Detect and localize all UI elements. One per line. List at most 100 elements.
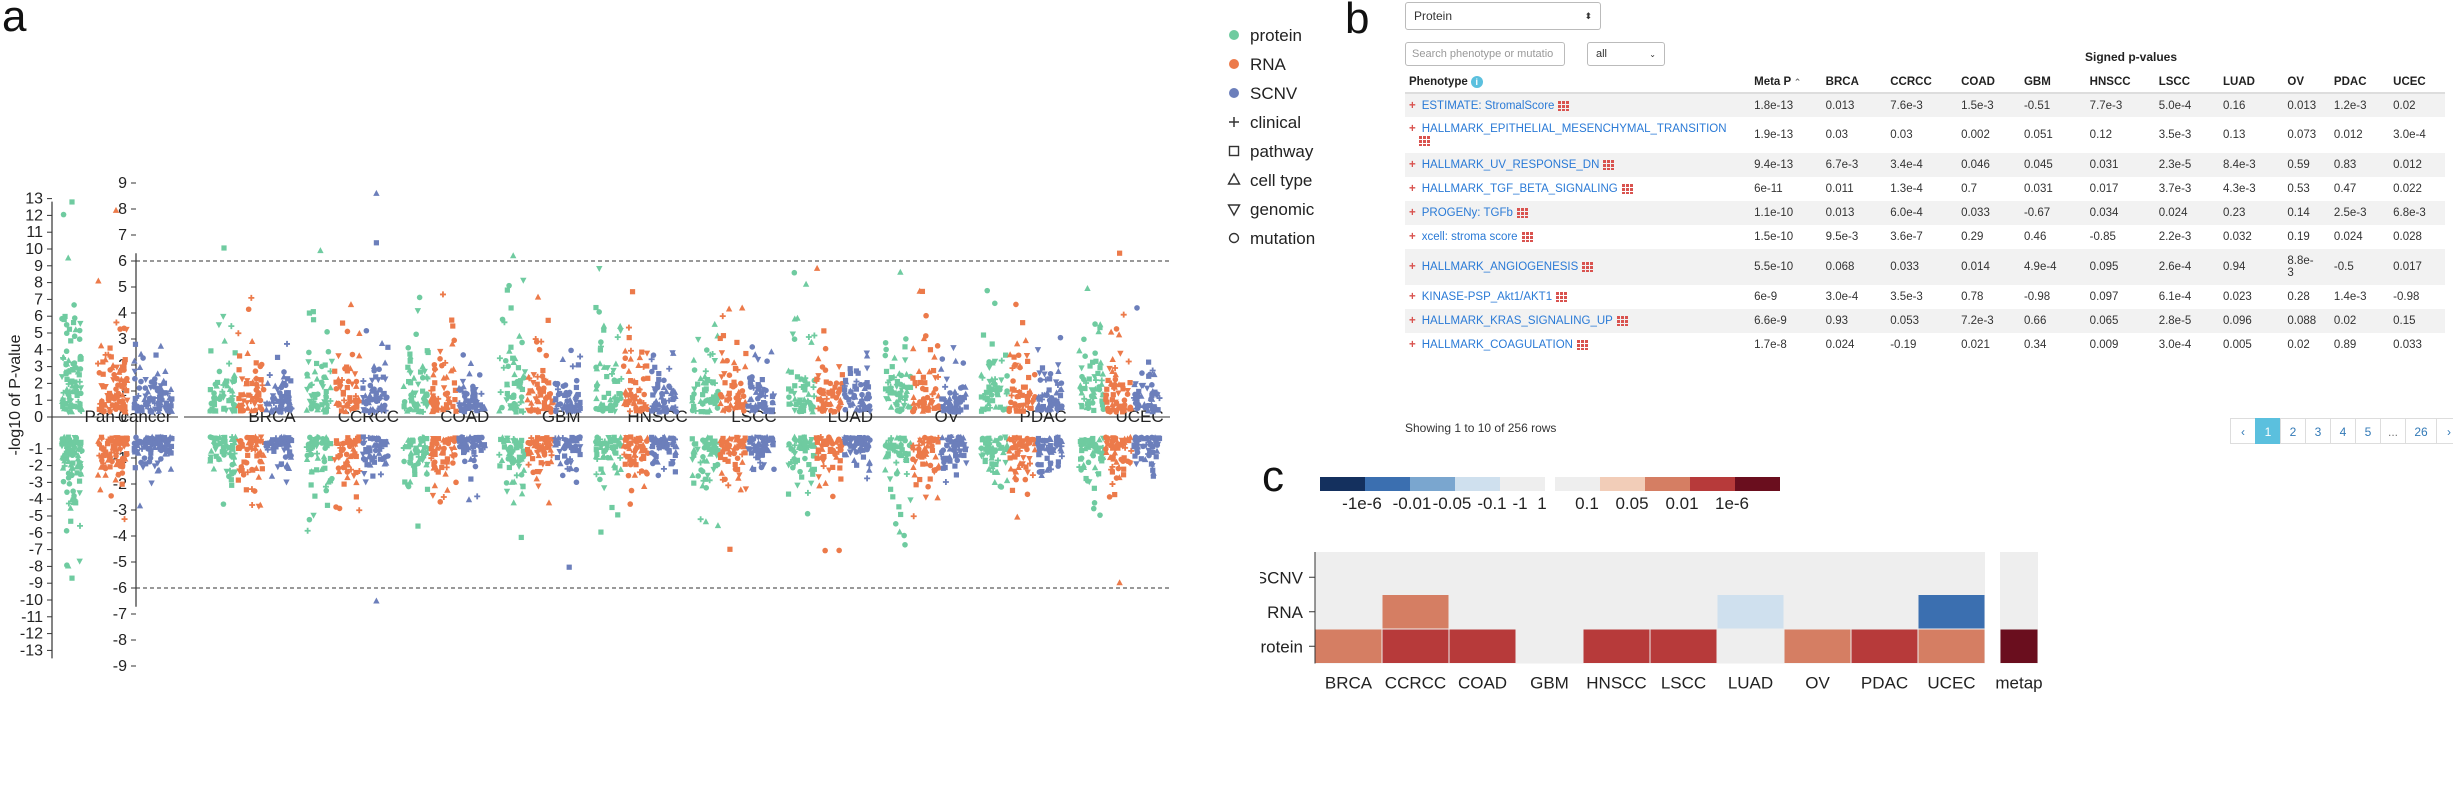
expand-icon[interactable]: + [1409, 123, 1416, 136]
filter-dropdown[interactable]: all ⌄ [1587, 42, 1665, 66]
table-row[interactable]: + HALLMARK_KRAS_SIGNALING_UP 6.6e-9 0.93 0.0… [1405, 309, 2445, 334]
prev-page-button[interactable]: ‹ [2230, 418, 2256, 444]
column-header-brca[interactable]: BRCA [1821, 72, 1887, 95]
column-header-pdac[interactable]: PDAC [2329, 72, 2390, 95]
expand-icon[interactable]: + [1409, 291, 1416, 304]
page-button[interactable]: 4 [2330, 418, 2356, 444]
data-point [253, 360, 259, 366]
expand-icon[interactable]: + [1409, 183, 1416, 196]
data-point [322, 465, 328, 471]
data-point [1047, 376, 1053, 382]
table-row[interactable]: + HALLMARK_EPITHELIAL_MESENCHYMAL_TRANSIT… [1405, 117, 2445, 153]
phenotype-link[interactable]: HALLMARK_COAGULATION [1421, 339, 1573, 352]
next-page-button[interactable]: › [2436, 418, 2453, 444]
search-input[interactable]: Search phenotype or mutatio [1405, 42, 1565, 66]
data-point [577, 405, 583, 412]
data-point [910, 375, 916, 381]
data-point [444, 456, 450, 462]
column-header-luad[interactable]: LUAD [2218, 72, 2284, 95]
phenotype-link[interactable]: HALLMARK_EPITHELIAL_MESENCHYMAL_TRANSITI… [1421, 123, 1727, 136]
data-point [444, 404, 451, 411]
data-point [614, 378, 621, 384]
page-button[interactable]: 2 [2280, 418, 2306, 444]
data-point [864, 435, 871, 441]
sort-icon[interactable]: ⌃ [1791, 77, 1802, 88]
heatmap-grid-icon[interactable] [1558, 100, 1570, 111]
phenotype-link[interactable]: HALLMARK_ANGIOGENESIS [1421, 261, 1579, 274]
page-button[interactable]: 5 [2355, 418, 2381, 444]
column-header-coad[interactable]: COAD [1957, 72, 2020, 95]
table-row[interactable]: + HALLMARK_TGF_BETA_SIGNALING 6e-11 0.011 1.… [1405, 177, 2445, 201]
data-point [377, 471, 384, 478]
data-point [407, 370, 414, 377]
heatmap-grid-icon[interactable] [1556, 292, 1568, 302]
table-row[interactable]: + KINASE-PSP_Akt1/AKT1 6e-9 3.0e-4 3.5e-3 0.7… [1405, 285, 2445, 309]
table-row[interactable]: + xcell: stroma score 1.5e-10 9.5e-3 3.6e-7 0… [1405, 225, 2445, 249]
data-point [525, 461, 532, 468]
info-icon[interactable]: i [1470, 76, 1483, 88]
page-button[interactable]: 1 [2255, 418, 2281, 444]
data-point [1041, 371, 1048, 378]
heatmap-grid-icon[interactable] [1616, 316, 1628, 326]
heatmap-grid-icon[interactable] [1621, 184, 1633, 194]
data-point [513, 409, 519, 415]
expand-icon[interactable]: + [1409, 261, 1416, 274]
heatmap-grid-icon[interactable] [1516, 208, 1528, 218]
column-header-ucec[interactable]: UCEC [2389, 72, 2445, 95]
page-button[interactable]: ... [2380, 418, 2406, 444]
data-point [134, 407, 141, 413]
data-point [468, 476, 474, 482]
column-header-ccrcc[interactable]: CCRCC [1886, 72, 1958, 95]
column-header-ov[interactable]: OV [2283, 72, 2330, 95]
table-row[interactable]: + HALLMARK_COAGULATION 1.7e-8 0.024 -0.19 0.0… [1405, 333, 2445, 357]
table-row[interactable]: + ESTIMATE: StromalScore 1.8e-13 0.013 7.6e-… [1405, 93, 2445, 118]
column-header-gbm[interactable]: GBM [2019, 72, 2086, 95]
data-point [915, 446, 922, 452]
table-row[interactable]: + PROGENy: TGFb 1.1e-10 0.013 6.0e-4 0.033 -0.… [1405, 201, 2445, 226]
data-point [1088, 442, 1095, 449]
data-point [941, 408, 947, 414]
data-point [1019, 438, 1025, 444]
data-point [74, 470, 80, 476]
heatmap-grid-icon[interactable] [1582, 262, 1594, 272]
table-row[interactable]: + HALLMARK_ANGIOGENESIS 5.5e-10 0.068 0.033 0… [1405, 249, 2445, 286]
data-point [740, 443, 747, 450]
data-point [732, 461, 738, 468]
expand-icon[interactable]: + [1409, 207, 1416, 220]
expand-icon[interactable]: + [1409, 99, 1416, 112]
data-type-dropdown[interactable]: Protein ⬍ [1405, 2, 1601, 30]
phenotype-link[interactable]: HALLMARK_UV_RESPONSE_DN [1421, 159, 1600, 172]
data-point [726, 372, 733, 379]
table-row[interactable]: + HALLMARK_UV_RESPONSE_DN 9.4e-13 6.7e-3 3.4… [1405, 153, 2445, 178]
data-point [409, 398, 415, 404]
value-cell: 0.046 [1957, 153, 2020, 178]
data-point [141, 455, 148, 461]
expand-icon[interactable]: + [1409, 339, 1416, 352]
column-header-meta-p[interactable]: Meta P ⌃ [1750, 72, 1822, 95]
phenotype-link[interactable]: HALLMARK_KRAS_SIGNALING_UP [1421, 315, 1613, 328]
phenotype-link[interactable]: HALLMARK_TGF_BETA_SIGNALING [1421, 183, 1618, 196]
heatmap-grid-icon[interactable] [1419, 136, 1430, 146]
expand-icon[interactable]: + [1409, 315, 1416, 328]
phenotype-link[interactable]: ESTIMATE: StromalScore [1421, 99, 1555, 112]
data-point [785, 441, 793, 448]
phenotype-link[interactable]: PROGENy: TGFb [1421, 207, 1513, 220]
data-point [1141, 436, 1147, 442]
column-header-hnscc[interactable]: HNSCC [2085, 72, 2155, 95]
phenotype-link[interactable]: xcell: stroma score [1421, 231, 1518, 244]
column-header-lscc[interactable]: LSCC [2154, 72, 2219, 95]
data-point [401, 398, 408, 405]
expand-icon[interactable]: + [1409, 159, 1416, 172]
page-button[interactable]: 26 [2405, 418, 2437, 444]
data-point [962, 447, 968, 453]
phenotype-link[interactable]: KINASE-PSP_Akt1/AKT1 [1421, 291, 1553, 304]
data-point [352, 404, 358, 410]
expand-icon[interactable]: + [1409, 231, 1416, 244]
heatmap-grid-icon[interactable] [1576, 340, 1588, 350]
data-point [989, 450, 996, 456]
page-button[interactable]: 3 [2305, 418, 2331, 444]
column-header-phenotype[interactable]: Phenotype i [1405, 72, 1751, 95]
heatmap-grid-icon[interactable] [1603, 160, 1615, 170]
data-point [162, 367, 169, 374]
heatmap-grid-icon[interactable] [1521, 232, 1533, 242]
